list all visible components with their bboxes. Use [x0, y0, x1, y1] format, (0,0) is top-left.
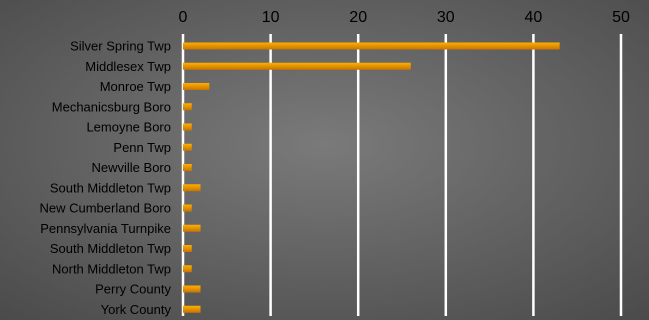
x-tick-label: 40 — [525, 9, 543, 26]
bar-2 — [183, 83, 210, 90]
category-label: North Middleton Twp — [52, 261, 171, 276]
category-labels: Silver Spring Twp Middlesex Twp Monroe Twp… — [39, 39, 171, 317]
bar-11 — [183, 265, 192, 273]
bar-9 — [183, 224, 201, 232]
category-label: Middlesex Twp — [85, 59, 171, 74]
x-tick-label: 30 — [437, 9, 455, 26]
bars — [183, 42, 560, 313]
x-tick-label: 10 — [262, 9, 280, 26]
category-label: Mechanicsburg Boro — [52, 99, 171, 114]
category-label: Pennsylvania Turnpike — [40, 221, 171, 236]
gridlines — [181, 34, 623, 316]
bar-0 — [183, 42, 560, 50]
category-label: Lemoyne Boro — [86, 120, 171, 135]
bar-12 — [183, 285, 201, 293]
bar-6 — [183, 164, 192, 171]
category-label: New Cumberland Boro — [39, 201, 171, 216]
bar-4 — [183, 123, 192, 131]
bar-13 — [183, 305, 201, 313]
bar-7 — [183, 184, 201, 192]
category-label: York County — [101, 302, 172, 317]
category-label: Perry County — [95, 282, 171, 297]
bar-5 — [183, 143, 192, 151]
bar-1 — [183, 62, 411, 70]
category-label: Silver Spring Twp — [70, 39, 171, 54]
category-label: Penn Twp — [113, 140, 171, 155]
category-label: Monroe Twp — [100, 79, 171, 94]
x-tick-label: 0 — [179, 9, 188, 26]
category-label: South Middleton Twp — [50, 180, 171, 195]
x-tick-label: 50 — [612, 9, 630, 26]
x-tick-label: 20 — [349, 9, 367, 26]
category-label: South Middleton Twp — [50, 241, 171, 256]
bar-3 — [183, 103, 192, 111]
x-tick-labels: 0 10 20 30 40 50 — [179, 9, 630, 26]
bar-8 — [183, 204, 192, 212]
category-label: Newville Boro — [92, 160, 171, 175]
bar-10 — [183, 245, 192, 252]
